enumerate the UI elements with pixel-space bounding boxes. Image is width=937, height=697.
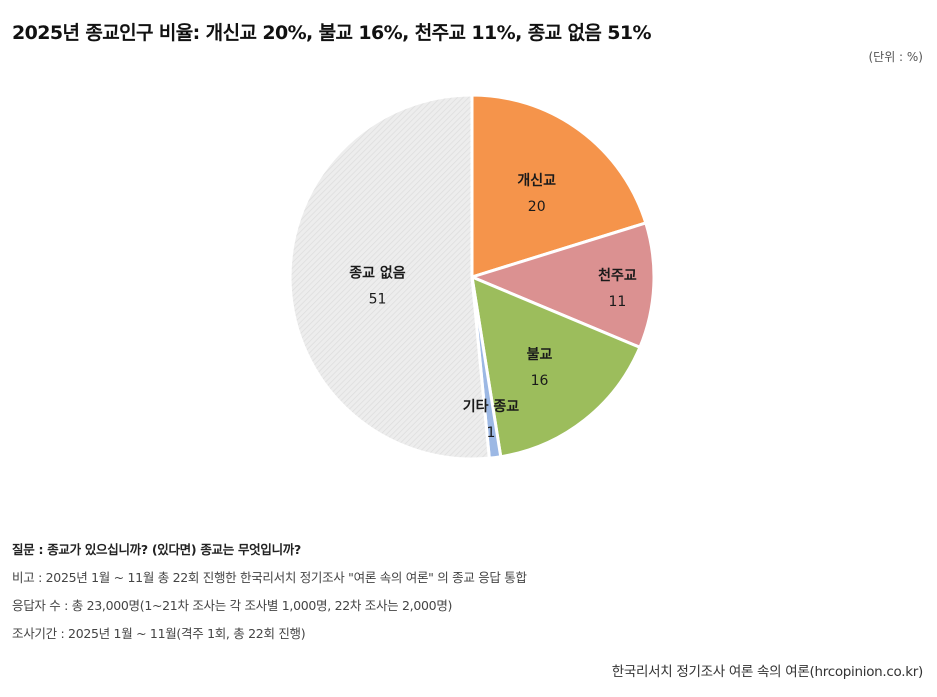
slice-value-other-religion: 1 [486,425,495,441]
slice-protestant [470,93,648,280]
note-respondents: 응답자 수 : 총 23,000명(1~21차 조사는 각 조사별 1,000명… [12,598,453,613]
note-remark: 비고 : 2025년 1월 ~ 11월 총 22회 진행한 한국리서치 정기조사… [12,570,527,585]
source-credit: 한국리서치 정기조사 여론 속의 여론(hrcopinion.co.kr) [611,664,924,680]
slice-label-catholic: 천주교 [598,268,637,284]
slice-label-other-religion: 기타 종교 [463,399,520,415]
unit-label: (단위 : %) [868,50,923,64]
pie-chart: 개신교 20 천주교 11 불교 16 기타 종교 1 종교 없음 51 [288,93,656,461]
note-question: 질문 : 종교가 있으십니까? (있다면) 종교는 무엇입니까? [12,542,301,557]
slice-buddhism [470,274,642,459]
pie-labels: 개신교 20 천주교 11 불교 16 기타 종교 1 종교 없음 51 [349,173,637,441]
slice-value-no-religion: 51 [369,292,387,308]
slice-label-protestant: 개신교 [517,173,556,189]
slice-value-buddhism: 16 [531,373,549,389]
slice-label-no-religion: 종교 없음 [349,266,406,282]
slice-value-protestant: 20 [528,199,546,215]
slice-value-catholic: 11 [608,294,626,310]
slice-no-religion [288,93,491,461]
slice-label-buddhism: 불교 [527,347,553,363]
slice-catholic [467,221,656,350]
chart-title: 2025년 종교인구 비율: 개신교 20%, 불교 16%, 천주교 11%,… [12,22,652,44]
pie-slices [288,93,656,461]
note-period: 조사기간 : 2025년 1월 ~ 11월(격주 1회, 총 22회 진행) [12,626,306,641]
survey-notes: 질문 : 종교가 있으십니까? (있다면) 종교는 무엇입니까? 비고 : 20… [12,536,527,648]
